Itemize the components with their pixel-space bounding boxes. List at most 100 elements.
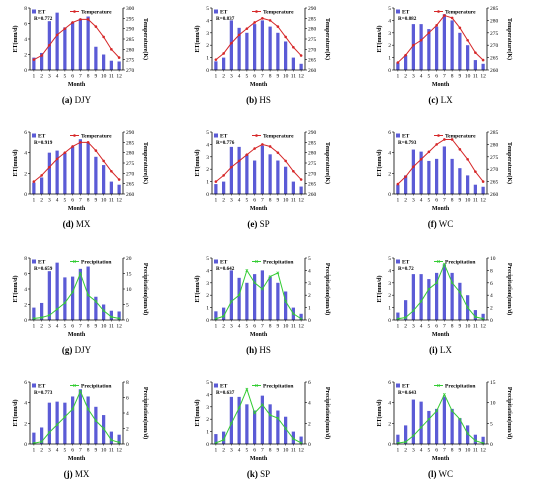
line-point: [102, 309, 106, 313]
left-tick-label: 0: [24, 318, 27, 324]
left-tick-label: 2: [206, 417, 209, 423]
caption-site: HS: [257, 345, 271, 355]
x-tick-label: 9: [277, 74, 280, 80]
x-tick-label: 12: [480, 74, 486, 80]
x-tick-label: 6: [71, 448, 74, 454]
et-bar: [260, 20, 264, 70]
line-point: [404, 440, 408, 444]
et-bar: [260, 395, 264, 444]
x-tick-label: 7: [79, 74, 82, 80]
line-point: [411, 434, 415, 438]
et-bar: [214, 184, 218, 194]
line-point: [260, 403, 264, 407]
line-point: [110, 169, 113, 173]
x-tick-label: 5: [428, 74, 431, 80]
legend-et-label: ET: [38, 260, 46, 266]
panel-caption: (e) SP: [247, 219, 269, 229]
line-point: [222, 438, 226, 442]
et-bar: [109, 431, 113, 444]
y-axis-label: ET(mm/d): [376, 399, 383, 426]
et-bar: [473, 310, 477, 320]
line-point: [109, 438, 113, 442]
x-tick-label: 8: [87, 324, 90, 330]
line-point: [481, 180, 485, 183]
left-tick-label: 4: [206, 18, 209, 24]
right-tick-label: 270: [490, 167, 499, 173]
right-tick-label: 265: [490, 180, 499, 186]
et-bar: [55, 150, 59, 194]
right-tick-label: 285: [490, 6, 499, 12]
x-tick-label: 7: [261, 198, 264, 204]
caption-letter: (d): [63, 219, 74, 229]
line-point: [435, 281, 439, 285]
et-bar: [32, 182, 36, 194]
right-tick-label: 285: [126, 140, 135, 146]
et-bar: [245, 404, 249, 444]
et-bar: [268, 26, 272, 71]
x-tick-label: 10: [283, 324, 289, 330]
line-point: [276, 25, 280, 28]
left-tick-label: 3: [388, 31, 391, 37]
x-tick-label: 10: [283, 448, 289, 454]
line-point: [109, 315, 113, 319]
et-bar: [481, 313, 485, 320]
legend-et-label: ET: [402, 134, 410, 140]
et-bar: [229, 20, 233, 70]
x-tick-label: 6: [71, 324, 74, 330]
caption-site: MX: [73, 469, 90, 479]
right-tick-label: 270: [308, 171, 317, 177]
caption-letter: (l): [428, 469, 437, 479]
line-point: [117, 317, 121, 320]
line-point: [473, 315, 477, 319]
caption-site: WC: [436, 469, 453, 479]
et-bar: [396, 434, 400, 444]
line-point: [40, 440, 44, 444]
x-tick-label: 8: [451, 198, 454, 204]
x-tick-label: 11: [109, 448, 115, 454]
line-point: [253, 411, 257, 415]
et-bar: [427, 29, 431, 70]
left-tick-label: 3: [388, 281, 391, 287]
x-tick-label: 10: [101, 74, 107, 80]
right-tick-label: 10: [490, 256, 496, 262]
right-tick-label: 5: [126, 303, 129, 309]
series-line: [33, 272, 120, 319]
x-tick-label: 1: [397, 198, 400, 204]
left-tick-label: 4: [24, 37, 27, 43]
x-tick-label: 4: [56, 198, 59, 204]
et-bar: [450, 20, 454, 70]
x-tick-label: 4: [420, 198, 423, 204]
et-bar: [458, 418, 462, 444]
et-bar: [284, 291, 288, 320]
x-tick-label: 2: [404, 74, 407, 80]
x-axis-label: Month: [68, 206, 86, 212]
right-tick-label: 5: [308, 256, 311, 262]
et-bar: [55, 262, 59, 320]
et-bar: [40, 177, 44, 194]
line-point: [427, 31, 431, 35]
legend-et-swatch: [396, 133, 400, 138]
x-axis-label: Month: [250, 206, 268, 212]
et-bar: [63, 27, 67, 71]
right-tick-label: 3: [308, 281, 311, 287]
right-tick-label: 0: [490, 318, 493, 324]
left-tick-label: 2: [24, 53, 27, 59]
et-bar: [63, 277, 67, 321]
right-tick-label: 275: [126, 58, 135, 64]
right-tick-label: 280: [308, 151, 317, 157]
legend-line-marker: [73, 134, 76, 137]
x-tick-label: 1: [215, 198, 218, 204]
x-tick-label: 11: [109, 74, 115, 80]
line-point: [419, 299, 423, 303]
y2-axis-label: Precipitation(mm/d): [142, 387, 149, 439]
et-bar: [442, 14, 446, 70]
x-tick-label: 8: [269, 448, 272, 454]
x-tick-label: 4: [56, 324, 59, 330]
line-point: [458, 26, 462, 30]
panel-caption: (d) MX: [63, 219, 91, 229]
left-tick-label: 0: [206, 192, 209, 198]
et-bar: [229, 396, 233, 444]
x-tick-label: 8: [87, 74, 90, 80]
